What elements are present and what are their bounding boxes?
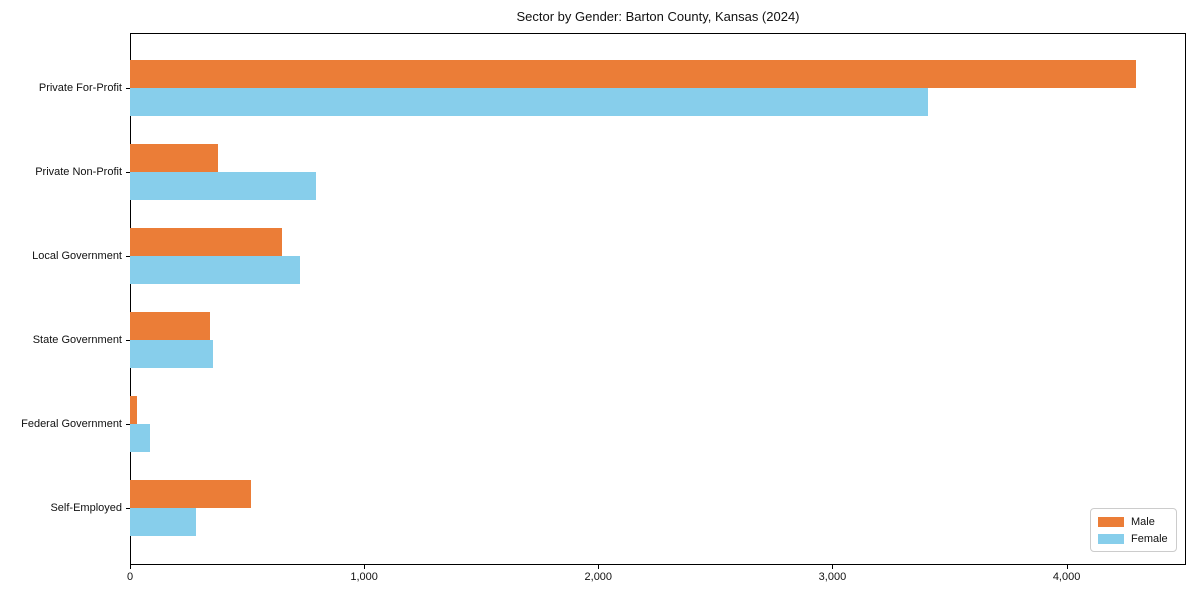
bar-female-self-employed — [130, 508, 196, 536]
legend: Male Female — [1090, 508, 1177, 552]
x-tick-mark — [832, 565, 834, 569]
x-tick-label: 1,000 — [350, 571, 378, 583]
bar-male-federal-government — [130, 396, 138, 424]
x-tick-label: 3,000 — [818, 571, 847, 583]
y-tick-label-self-employed: Self-Employed — [50, 502, 122, 514]
x-tick-mark — [1066, 565, 1068, 569]
x-tick-label: 4,000 — [1052, 571, 1081, 583]
legend-item-female: Female — [1098, 533, 1169, 545]
x-tick-mark — [598, 565, 600, 569]
bar-female-private-non-profit — [130, 172, 317, 200]
bar-male-private-non-profit — [130, 144, 218, 172]
y-tick-label-private-for-profit: Private For-Profit — [38, 82, 122, 94]
plot-area — [130, 33, 1186, 565]
y-tick-label-state-government: State Government — [32, 334, 122, 346]
x-tick-label: 2,000 — [584, 571, 613, 583]
bar-female-federal-government — [130, 424, 150, 452]
chart-title: Sector by Gender: Barton County, Kansas … — [516, 9, 800, 24]
bar-male-self-employed — [130, 480, 251, 508]
bar-male-local-government — [130, 228, 283, 256]
y-tick-mark — [126, 340, 130, 341]
x-tick-label: 0 — [126, 571, 134, 583]
y-tick-mark — [126, 424, 130, 425]
bar-female-local-government — [130, 256, 300, 284]
legend-item-male: Male — [1098, 516, 1169, 528]
bar-female-state-government — [130, 340, 214, 368]
y-tick-label-local-government: Local Government — [32, 250, 122, 262]
bar-male-state-government — [130, 312, 210, 340]
bar-female-private-for-profit — [130, 88, 929, 116]
x-tick-mark — [130, 565, 131, 569]
y-tick-mark — [126, 508, 130, 509]
bar-male-private-for-profit — [130, 60, 1136, 88]
legend-label-female: Female — [1131, 532, 1168, 545]
legend-swatch-male — [1098, 516, 1124, 527]
x-tick-mark — [364, 565, 366, 569]
legend-swatch-female — [1098, 533, 1124, 544]
y-tick-label-private-non-profit: Private Non-Profit — [35, 166, 122, 178]
y-tick-mark — [126, 88, 130, 89]
legend-label-male: Male — [1131, 515, 1155, 528]
y-tick-mark — [126, 172, 130, 173]
y-tick-mark — [126, 256, 130, 257]
y-tick-label-federal-government: Federal Government — [21, 418, 122, 430]
